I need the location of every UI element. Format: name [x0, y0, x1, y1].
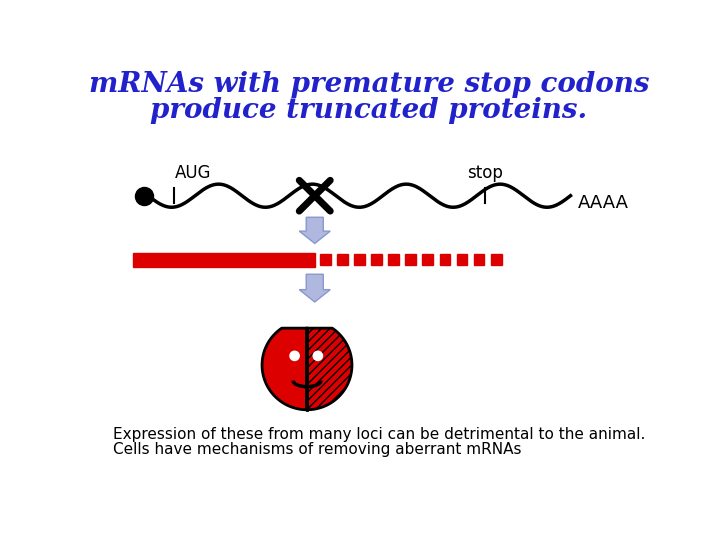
Polygon shape: [307, 328, 352, 410]
Bar: [490, 254, 502, 265]
Bar: [320, 254, 331, 265]
Text: stop: stop: [467, 164, 503, 182]
Bar: [405, 254, 416, 265]
Bar: [132, 253, 315, 267]
Bar: [388, 254, 399, 265]
Text: Expression of these from many loci can be detrimental to the animal.: Expression of these from many loci can b…: [113, 427, 646, 442]
Polygon shape: [262, 328, 307, 410]
Bar: [439, 254, 451, 265]
Bar: [456, 254, 467, 265]
Text: Cells have mechanisms of removing aberrant mRNAs: Cells have mechanisms of removing aberra…: [113, 442, 522, 457]
Text: produce truncated proteins.: produce truncated proteins.: [150, 97, 588, 124]
Bar: [354, 254, 365, 265]
Polygon shape: [300, 274, 330, 302]
Text: mRNAs with premature stop codons: mRNAs with premature stop codons: [89, 71, 649, 98]
Bar: [372, 254, 382, 265]
Bar: [474, 254, 485, 265]
Text: AUG: AUG: [175, 164, 212, 182]
Bar: [423, 254, 433, 265]
Circle shape: [313, 351, 323, 361]
Text: AAAA: AAAA: [578, 194, 629, 212]
Polygon shape: [300, 217, 330, 244]
Circle shape: [290, 351, 300, 361]
Bar: [337, 254, 348, 265]
